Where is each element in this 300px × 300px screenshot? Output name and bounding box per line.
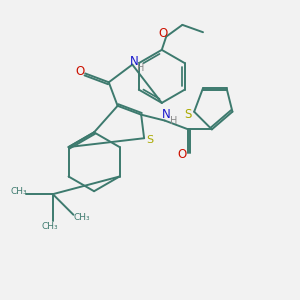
Text: N: N: [129, 55, 138, 68]
Text: H: H: [170, 116, 177, 126]
Text: CH₃: CH₃: [42, 222, 58, 231]
Text: CH₃: CH₃: [11, 187, 27, 196]
Text: O: O: [178, 148, 187, 161]
Text: O: O: [159, 27, 168, 40]
Text: S: S: [184, 108, 192, 121]
Text: N: N: [162, 108, 171, 121]
Text: CH₃: CH₃: [74, 213, 91, 222]
Text: O: O: [75, 65, 85, 79]
Text: H: H: [137, 63, 145, 73]
Text: S: S: [146, 135, 153, 145]
